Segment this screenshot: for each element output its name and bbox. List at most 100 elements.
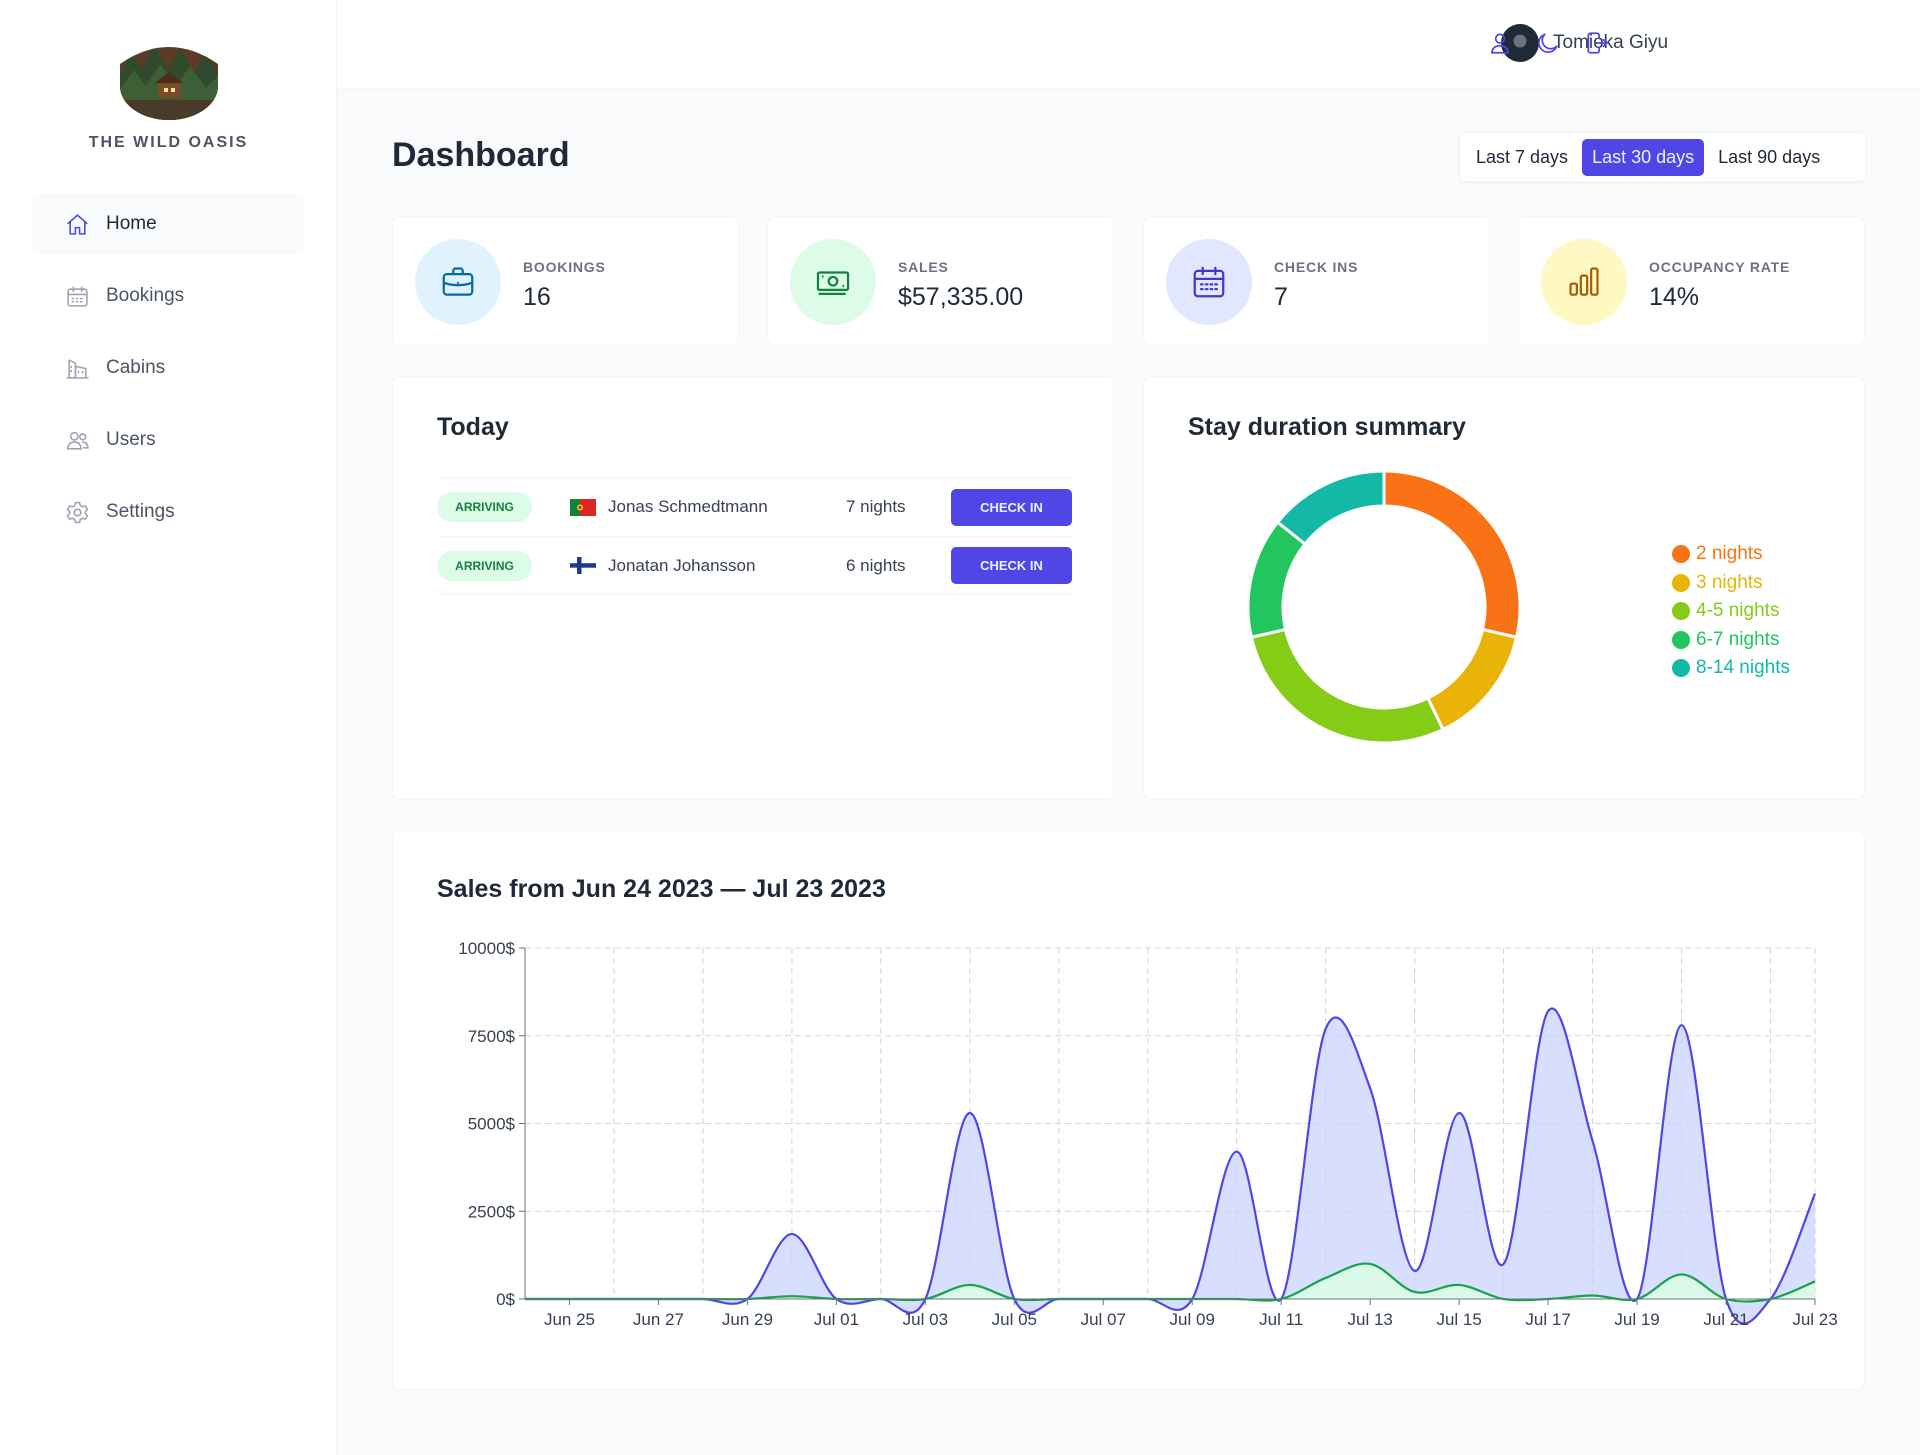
- panel-title: Today: [437, 413, 509, 441]
- sidebar-item-label: Users: [106, 429, 156, 450]
- donut-slice-8-14-nights: [1275, 469, 1386, 547]
- check-in-button[interactable]: CHECK IN: [951, 547, 1072, 584]
- portugal-flag-icon: [570, 498, 596, 516]
- sidebar: THE WILD OASIS Home Bookings Cabins User…: [0, 0, 337, 1455]
- legend-item: 4-5 nights: [1672, 597, 1790, 626]
- sidebar-item-users[interactable]: Users: [32, 410, 304, 470]
- stay-duration-donut-chart: [1246, 469, 1522, 745]
- sidebar-item-label: Home: [106, 213, 157, 234]
- legend-item: 6-7 nights: [1672, 626, 1790, 655]
- stat-label: BOOKINGS: [523, 259, 606, 275]
- chart-legend: 2 nights 3 nights 4-5 nights 6-7 nights …: [1672, 540, 1790, 683]
- today-panel: Today ARRIVING Jonas Schmedtmann 7 night…: [392, 376, 1114, 800]
- guest-name: Jonas Schmedtmann: [608, 497, 768, 516]
- sidebar-nav: Home Bookings Cabins Users Settings: [32, 194, 304, 554]
- sidebar-item-bookings[interactable]: Bookings: [32, 266, 304, 326]
- x-tick-label: Jul 03: [903, 1310, 948, 1329]
- wild-oasis-logo: [120, 47, 218, 120]
- stat-bookings: BOOKINGS 16: [392, 216, 739, 346]
- x-tick-label: Jul 07: [1081, 1310, 1126, 1329]
- series-area-1: [525, 1263, 1815, 1302]
- legend-label: 2 nights: [1696, 543, 1763, 565]
- stat-label: OCCUPANCY RATE: [1649, 259, 1791, 275]
- briefcase-icon: [442, 267, 474, 296]
- chart-bar-icon: [1569, 267, 1599, 296]
- sidebar-item-home[interactable]: Home: [32, 194, 304, 254]
- stat-icon-bg: [1166, 239, 1252, 325]
- y-tick-label: 10000$: [458, 939, 515, 958]
- list-item: ARRIVING Jonatan Johansson 6 nights CHEC…: [437, 536, 1072, 595]
- filter-last-7-days[interactable]: Last 7 days: [1466, 139, 1578, 176]
- duration-panel: Stay duration summary 2 nights 3 nights …: [1143, 376, 1865, 800]
- y-tick-label: 2500$: [468, 1202, 516, 1221]
- x-tick-label: Jun 25: [544, 1310, 595, 1329]
- stat-sales: SALES $57,335.00: [767, 216, 1114, 346]
- user-menu[interactable]: Tomioka Giyu: [1501, 24, 1668, 62]
- avatar: [1501, 24, 1539, 62]
- cabins-icon: [66, 358, 89, 379]
- stat-check-ins: CHECK INS 7: [1143, 216, 1490, 346]
- sidebar-item-label: Settings: [106, 501, 175, 522]
- x-tick-label: Jul 09: [1170, 1310, 1215, 1329]
- list-item: ARRIVING Jonas Schmedtmann 7 nights CHEC…: [437, 477, 1072, 536]
- x-tick-label: Jul 15: [1436, 1310, 1481, 1329]
- sidebar-item-label: Cabins: [106, 357, 166, 378]
- chart-grid: [519, 947, 1816, 1300]
- top-header: Tomioka Giyu: [337, 0, 1920, 89]
- today-list: ARRIVING Jonas Schmedtmann 7 nights CHEC…: [437, 477, 1072, 595]
- x-tick-label: Jul 21: [1703, 1310, 1748, 1329]
- moon-icon[interactable]: [1535, 30, 1561, 56]
- stat-icon-bg: [1541, 239, 1627, 325]
- filter-last-30-days[interactable]: Last 30 days: [1582, 138, 1705, 176]
- gear-icon: [66, 501, 89, 523]
- legend-dot: [1672, 573, 1690, 592]
- stat-value: 14%: [1649, 283, 1700, 311]
- guest-name: Jonatan Johansson: [608, 555, 756, 575]
- brand-name: THE WILD OASIS: [88, 134, 249, 151]
- calendar-days-icon: [1193, 266, 1225, 298]
- stat-value: 16: [523, 283, 551, 311]
- calendar-icon: [67, 285, 88, 307]
- check-in-button[interactable]: CHECK IN: [951, 488, 1072, 526]
- sidebar-item-cabins[interactable]: Cabins: [32, 338, 304, 398]
- status-badge: ARRIVING: [437, 550, 532, 581]
- donut-slice-6-7-nights: [1246, 520, 1308, 640]
- legend-item: 2 nights: [1672, 540, 1790, 569]
- user-icon[interactable]: [1487, 30, 1513, 56]
- legend-label: 3 nights: [1696, 571, 1763, 593]
- x-tick-label: Jul 17: [1525, 1310, 1570, 1329]
- stat-icon-bg: [790, 239, 876, 325]
- legend-dot: [1672, 630, 1690, 649]
- legend-label: 6-7 nights: [1696, 628, 1780, 650]
- donut-slice-3-nights: [1425, 627, 1519, 732]
- stat-icon-bg: [415, 239, 501, 325]
- legend-label: 8-14 nights: [1696, 657, 1791, 679]
- sidebar-item-settings[interactable]: Settings: [32, 482, 304, 542]
- legend-item: 8-14 nights: [1672, 654, 1790, 683]
- stat-value: 7: [1274, 283, 1288, 311]
- date-filter: Last 7 days Last 30 days Last 90 days: [1459, 132, 1866, 182]
- legend-dot: [1672, 659, 1690, 678]
- panel-title: Stay duration summary: [1188, 413, 1466, 441]
- x-tick-label: Jul 11: [1259, 1310, 1303, 1329]
- stat-label: SALES: [898, 259, 949, 275]
- donut-slice-2-nights: [1382, 469, 1522, 640]
- stay-nights: 7 nights: [846, 497, 906, 516]
- x-tick-label: Jul 05: [992, 1310, 1037, 1329]
- x-tick-label: Jul 19: [1614, 1310, 1659, 1329]
- users-icon: [66, 431, 89, 450]
- sales-panel: Sales from Jun 24 2023 — Jul 23 2023 0$ 2…: [392, 830, 1865, 1390]
- status-badge: ARRIVING: [437, 492, 532, 522]
- y-tick-label: 5000$: [468, 1115, 516, 1134]
- filter-last-90-days[interactable]: Last 90 days: [1708, 139, 1830, 176]
- panel-title: Sales from Jun 24 2023 — Jul 23 2023: [437, 875, 886, 903]
- logout-icon[interactable]: [1584, 30, 1610, 56]
- stat-occupancy-rate: OCCUPANCY RATE 14%: [1518, 216, 1865, 346]
- home-icon: [67, 213, 88, 235]
- banknotes-icon: [816, 271, 850, 295]
- stat-value: $57,335.00: [898, 283, 1024, 311]
- series-line-0: [525, 1007, 1817, 1325]
- stat-label: CHECK INS: [1274, 259, 1359, 275]
- y-tick-label: 7500$: [468, 1027, 516, 1046]
- stay-nights: 6 nights: [846, 555, 906, 575]
